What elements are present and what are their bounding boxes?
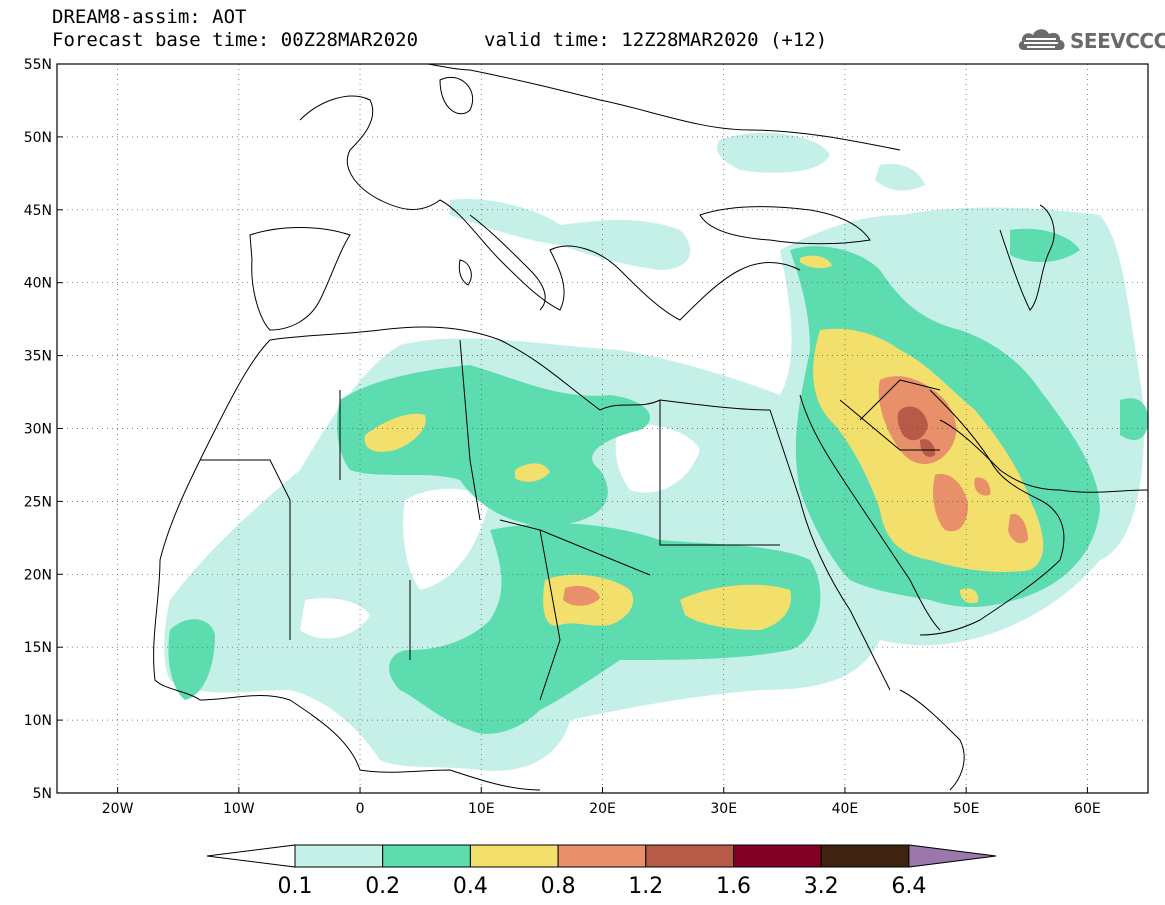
cloud-icon [1018, 29, 1065, 50]
map-gridlines [57, 64, 1148, 793]
longitude-tick-label: 50E [953, 801, 980, 817]
colorbar-min-extension [206, 844, 296, 868]
latitude-tick-label: 15N [24, 640, 52, 656]
colorbar-segment [645, 844, 734, 868]
seevccc-logo: SEEVCCC [1016, 24, 1165, 56]
colorbar-label: 0.4 [453, 874, 488, 899]
colorbar-label: 3.2 [804, 874, 839, 899]
latitude-labels: 55N 50N 45N 40N 35N 30N 25N 20N 15N 10N 5N [24, 57, 63, 802]
colorbar-segment [382, 844, 471, 868]
colorbar-segment [820, 844, 910, 868]
aot-level-1.2 [897, 406, 936, 457]
aot-clear-areas [300, 423, 720, 660]
latitude-tick-label: 30N [24, 422, 52, 438]
latitude-tick-label: 55N [24, 57, 52, 73]
colorbar-label: 0.2 [365, 874, 400, 899]
longitude-tick-label: 40E [832, 801, 859, 817]
aot-contours [164, 132, 1148, 771]
colorbar-label: 0.8 [541, 874, 576, 899]
colorbar-label: 1.2 [628, 874, 663, 899]
colorbar-segment [294, 844, 384, 868]
latitude-tick-label: 45N [24, 203, 52, 219]
longitude-tick-label: 60E [1074, 801, 1101, 817]
colorbar-max-extension [908, 844, 997, 868]
logo-text: SEEVCCC [1070, 29, 1165, 53]
longitude-labels: 20W 10W 0 10E 20E 30E 40E 50E 60E [102, 787, 1101, 817]
longitude-tick-label: 10E [468, 801, 495, 817]
colorbar-label: 6.4 [891, 874, 926, 899]
latitude-tick-label: 10N [24, 713, 52, 729]
colorbar-segment [733, 844, 822, 868]
longitude-tick-label: 20E [589, 801, 616, 817]
latitude-tick-label: 40N [24, 276, 52, 292]
colorbar-segment [557, 844, 647, 868]
colorbar-label: 1.6 [716, 874, 751, 899]
longitude-tick-label: 10W [223, 801, 255, 817]
longitude-tick-label: 0 [356, 801, 365, 817]
colorbar-segment [469, 844, 559, 868]
map-title: DREAM8-assim: AOT [52, 6, 247, 28]
colorbar: 0.1 0.2 0.4 0.8 1.2 1.6 3.2 6.4 [206, 844, 997, 899]
colorbar-label: 0.1 [278, 874, 313, 899]
forecast-base-time: Forecast base time: 00Z28MAR2020 [52, 29, 419, 51]
coastlines [153, 64, 1148, 791]
latitude-tick-label: 5N [33, 786, 52, 802]
latitude-tick-label: 35N [24, 349, 52, 365]
longitude-tick-label: 30E [710, 801, 737, 817]
latitude-tick-label: 50N [24, 130, 52, 146]
valid-time: valid time: 12Z28MAR2020 (+12) [484, 29, 828, 51]
longitude-tick-label: 20W [102, 801, 134, 817]
latitude-tick-label: 25N [24, 494, 52, 510]
latitude-tick-label: 20N [24, 567, 52, 583]
